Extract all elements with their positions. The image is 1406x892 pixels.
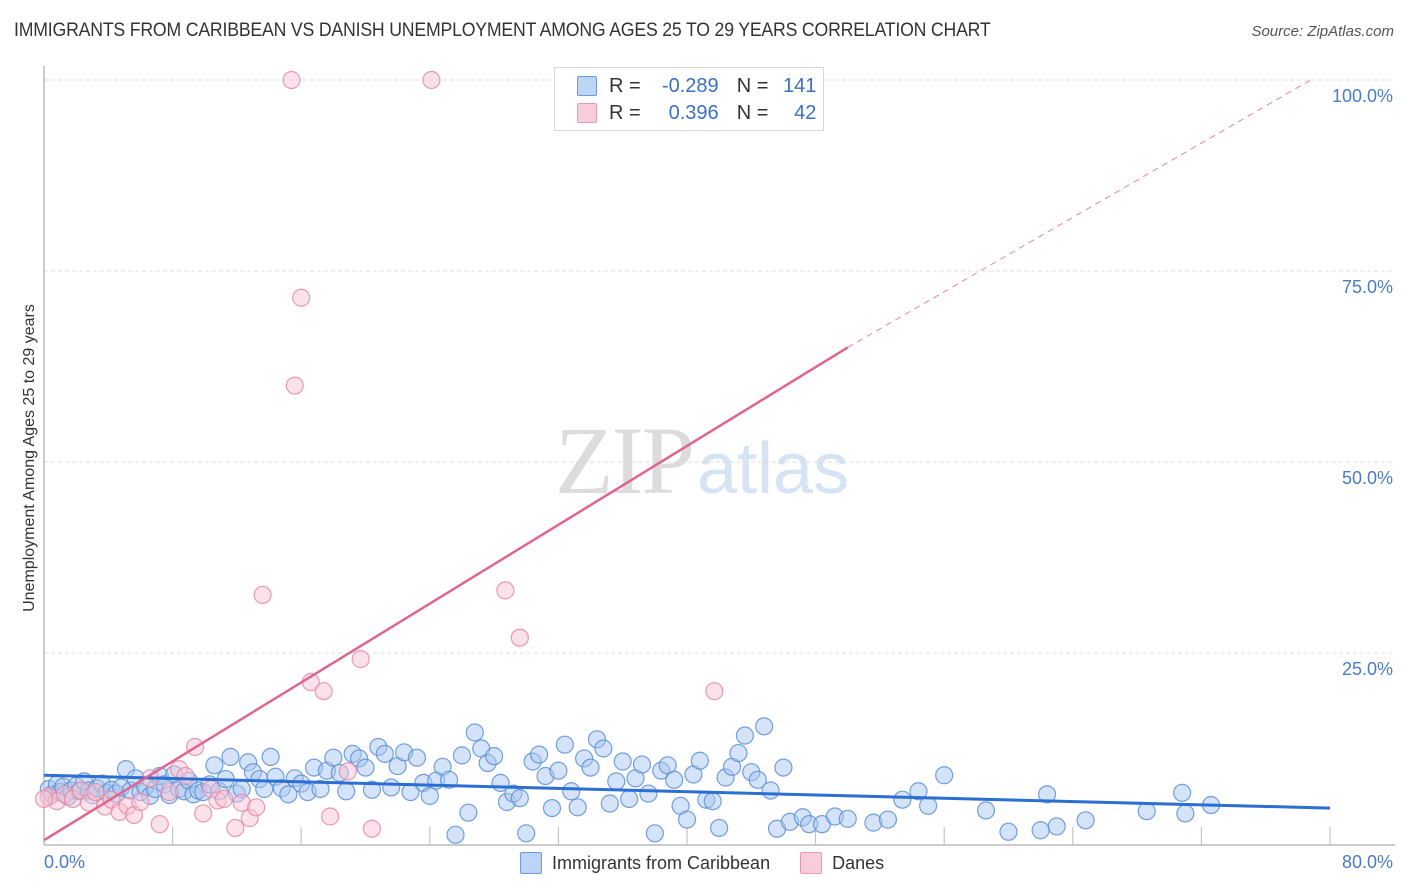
- r-label: R =: [609, 74, 641, 97]
- pink-swatch-icon: [577, 103, 597, 123]
- r-label: R =: [609, 101, 641, 124]
- r-value: 0.396: [668, 101, 719, 124]
- y-tick-100: 100.0%: [1331, 86, 1393, 106]
- legend-label: Immigrants from Caribbean: [552, 852, 771, 873]
- chart-title: IMMIGRANTS FROM CARIBBEAN VS DANISH UNEM…: [14, 20, 991, 41]
- pink-swatch-icon: [800, 852, 823, 874]
- blue-swatch-icon: [520, 852, 542, 874]
- axes: [43, 66, 1395, 846]
- legend-item-caribbean[interactable]: Immigrants from Caribbean: [520, 852, 770, 874]
- legend-item-danes[interactable]: Danes: [800, 852, 884, 874]
- stats-row-danes: R = 0.396 N = 42: [577, 100, 816, 126]
- y-tick-75: 75.0%: [1341, 277, 1393, 297]
- n-value: 141: [783, 74, 817, 97]
- y-tick-50: 50.0%: [1341, 468, 1393, 488]
- n-label: N =: [736, 74, 769, 97]
- blue-swatch-icon: [577, 76, 597, 96]
- stats-row-caribbean: R = -0.289 N = 141: [577, 73, 816, 99]
- n-value: 42: [794, 101, 817, 124]
- r-value: -0.289: [661, 74, 719, 97]
- y-axis-label: Unemployment Among Ages 25 to 29 years: [21, 304, 38, 612]
- trendlines: [43, 79, 1331, 842]
- x-tick-0: 0.0%: [44, 852, 86, 872]
- gridlines: [44, 79, 1395, 654]
- stats-legend: R = -0.289 N = 141 R = 0.396 N = 42: [554, 67, 824, 131]
- x-tick-80: 80.0%: [1341, 852, 1393, 872]
- n-label: N =: [736, 101, 769, 124]
- legend-label: Danes: [832, 852, 885, 873]
- y-tick-25: 25.0%: [1341, 659, 1393, 679]
- series-danes-points: [34, 70, 724, 838]
- source-credit: Source: ZipAtlas.com: [1251, 23, 1394, 40]
- series-legend: Immigrants from Caribbean Danes: [520, 852, 914, 874]
